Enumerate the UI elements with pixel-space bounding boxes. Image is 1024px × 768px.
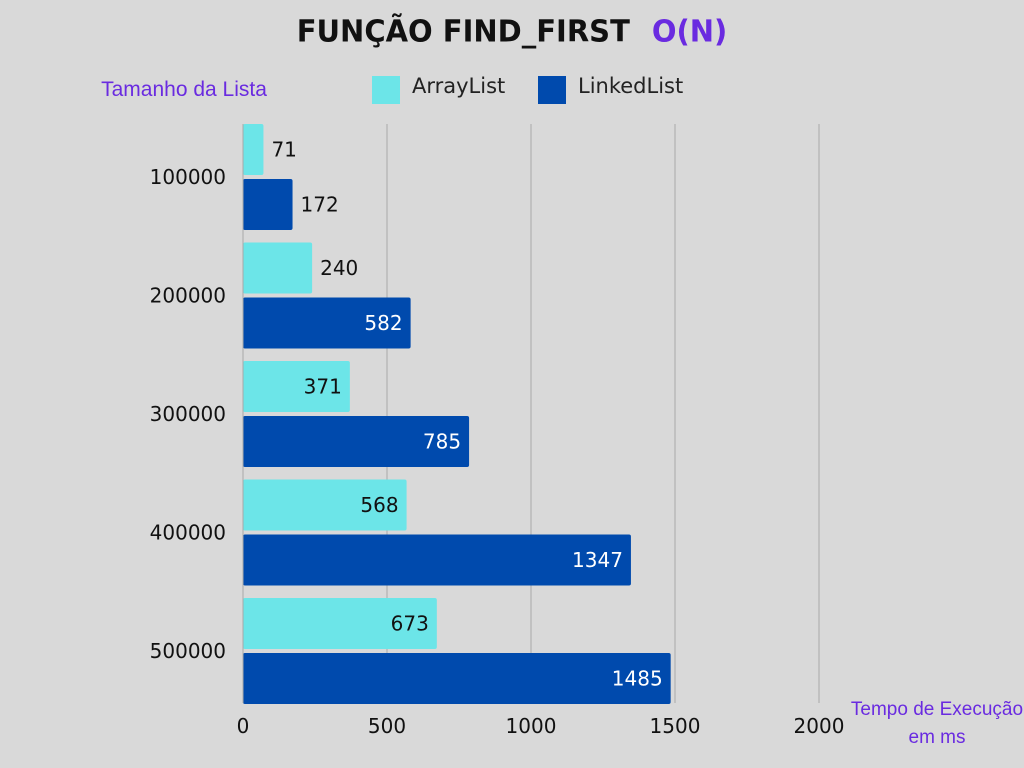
data-label: 172 xyxy=(301,193,339,217)
bar xyxy=(243,361,350,412)
y-tick-label: 200000 xyxy=(150,284,226,308)
data-label: 1485 xyxy=(612,667,663,691)
x-axis-label: Tempo de Execução em ms xyxy=(850,699,1024,748)
chart-title-complexity: O(N) xyxy=(651,13,728,49)
chart-title: FUNÇÃO FIND_FIRST O(N) xyxy=(0,13,1024,49)
data-label: 568 xyxy=(360,493,398,517)
y-tick-label: 500000 xyxy=(150,639,226,663)
data-label: 673 xyxy=(391,612,429,636)
data-label: 785 xyxy=(423,430,461,454)
bar xyxy=(243,124,264,175)
y-axis-label: Tamanho da Lista xyxy=(101,78,267,101)
x-tick-label: 500 xyxy=(368,714,406,738)
bar xyxy=(243,416,470,467)
data-label: 240 xyxy=(320,256,358,280)
legend-label-linkedlist: LinkedList xyxy=(578,74,684,98)
data-label: 71 xyxy=(271,138,296,162)
data-label: 371 xyxy=(304,375,342,399)
legend-label-arraylist: ArrayList xyxy=(412,74,506,98)
bar xyxy=(243,242,313,294)
bar xyxy=(243,534,631,586)
bar xyxy=(243,179,293,230)
bar xyxy=(243,598,437,649)
bar xyxy=(243,479,407,531)
chart-title-main: FUNÇÃO FIND_FIRST xyxy=(296,13,630,49)
bar xyxy=(243,653,671,704)
legend-swatch-arraylist xyxy=(372,76,400,104)
y-tick-label: 400000 xyxy=(150,521,226,545)
x-tick-label: 1000 xyxy=(506,714,557,738)
data-label: 582 xyxy=(364,311,402,335)
y-tick-label: 100000 xyxy=(150,165,226,189)
legend-swatch-linkedlist xyxy=(538,76,566,104)
data-label: 1347 xyxy=(572,548,623,572)
x-tick-label: 2000 xyxy=(794,714,845,738)
y-tick-label: 300000 xyxy=(150,402,226,426)
x-tick-label: 0 xyxy=(237,714,250,738)
bar xyxy=(243,297,411,349)
x-tick-label: 1500 xyxy=(650,714,701,738)
